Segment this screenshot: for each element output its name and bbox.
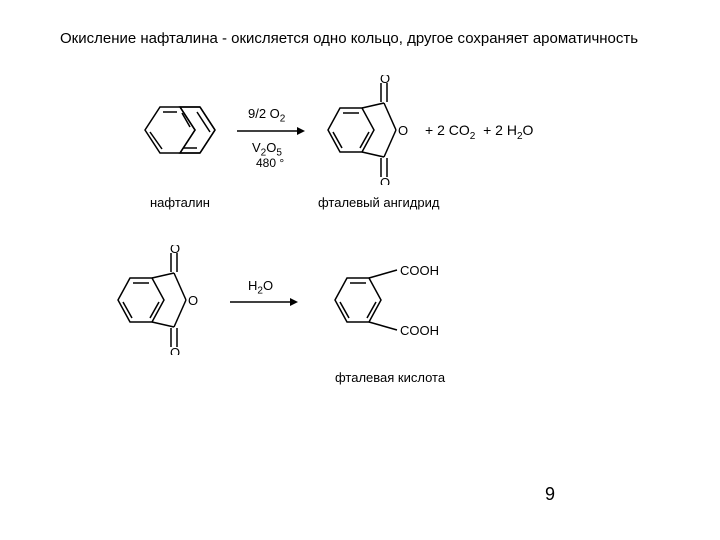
temperature-label: 480 ° [256,156,284,170]
svg-text:COOH: COOH [400,263,439,278]
svg-text:O: O [188,293,198,308]
phthalic-anhydride-structure-2: O O O [108,245,218,355]
reaction-arrow-1 [237,125,307,137]
phthalic-acid-label: фталевая кислота [335,370,445,385]
svg-text:O: O [380,175,390,185]
naphthalene-label: нафталин [150,195,210,210]
svg-text:O: O [170,345,180,355]
svg-text:O: O [398,123,408,138]
page-title: Окисление нафталина - окисляется одно ко… [60,30,638,47]
svg-text:COOH: COOH [400,323,439,338]
svg-text:O: O [170,245,180,256]
phthalic-anhydride-label: фталевый ангидрид [318,195,439,210]
oxidant-label: 9/2 O2 [248,106,285,125]
naphthalene-structure [135,95,225,165]
svg-text:O: O [380,75,390,86]
byproducts-label: + 2 CO2 + 2 H2O [425,122,533,142]
reaction-arrow-2 [230,296,300,308]
phthalic-acid-structure: COOH COOH [325,260,465,340]
phthalic-anhydride-structure: O O O [318,75,408,185]
hydrolysis-reagent: H2O [248,278,273,297]
page-number: 9 [545,484,555,505]
